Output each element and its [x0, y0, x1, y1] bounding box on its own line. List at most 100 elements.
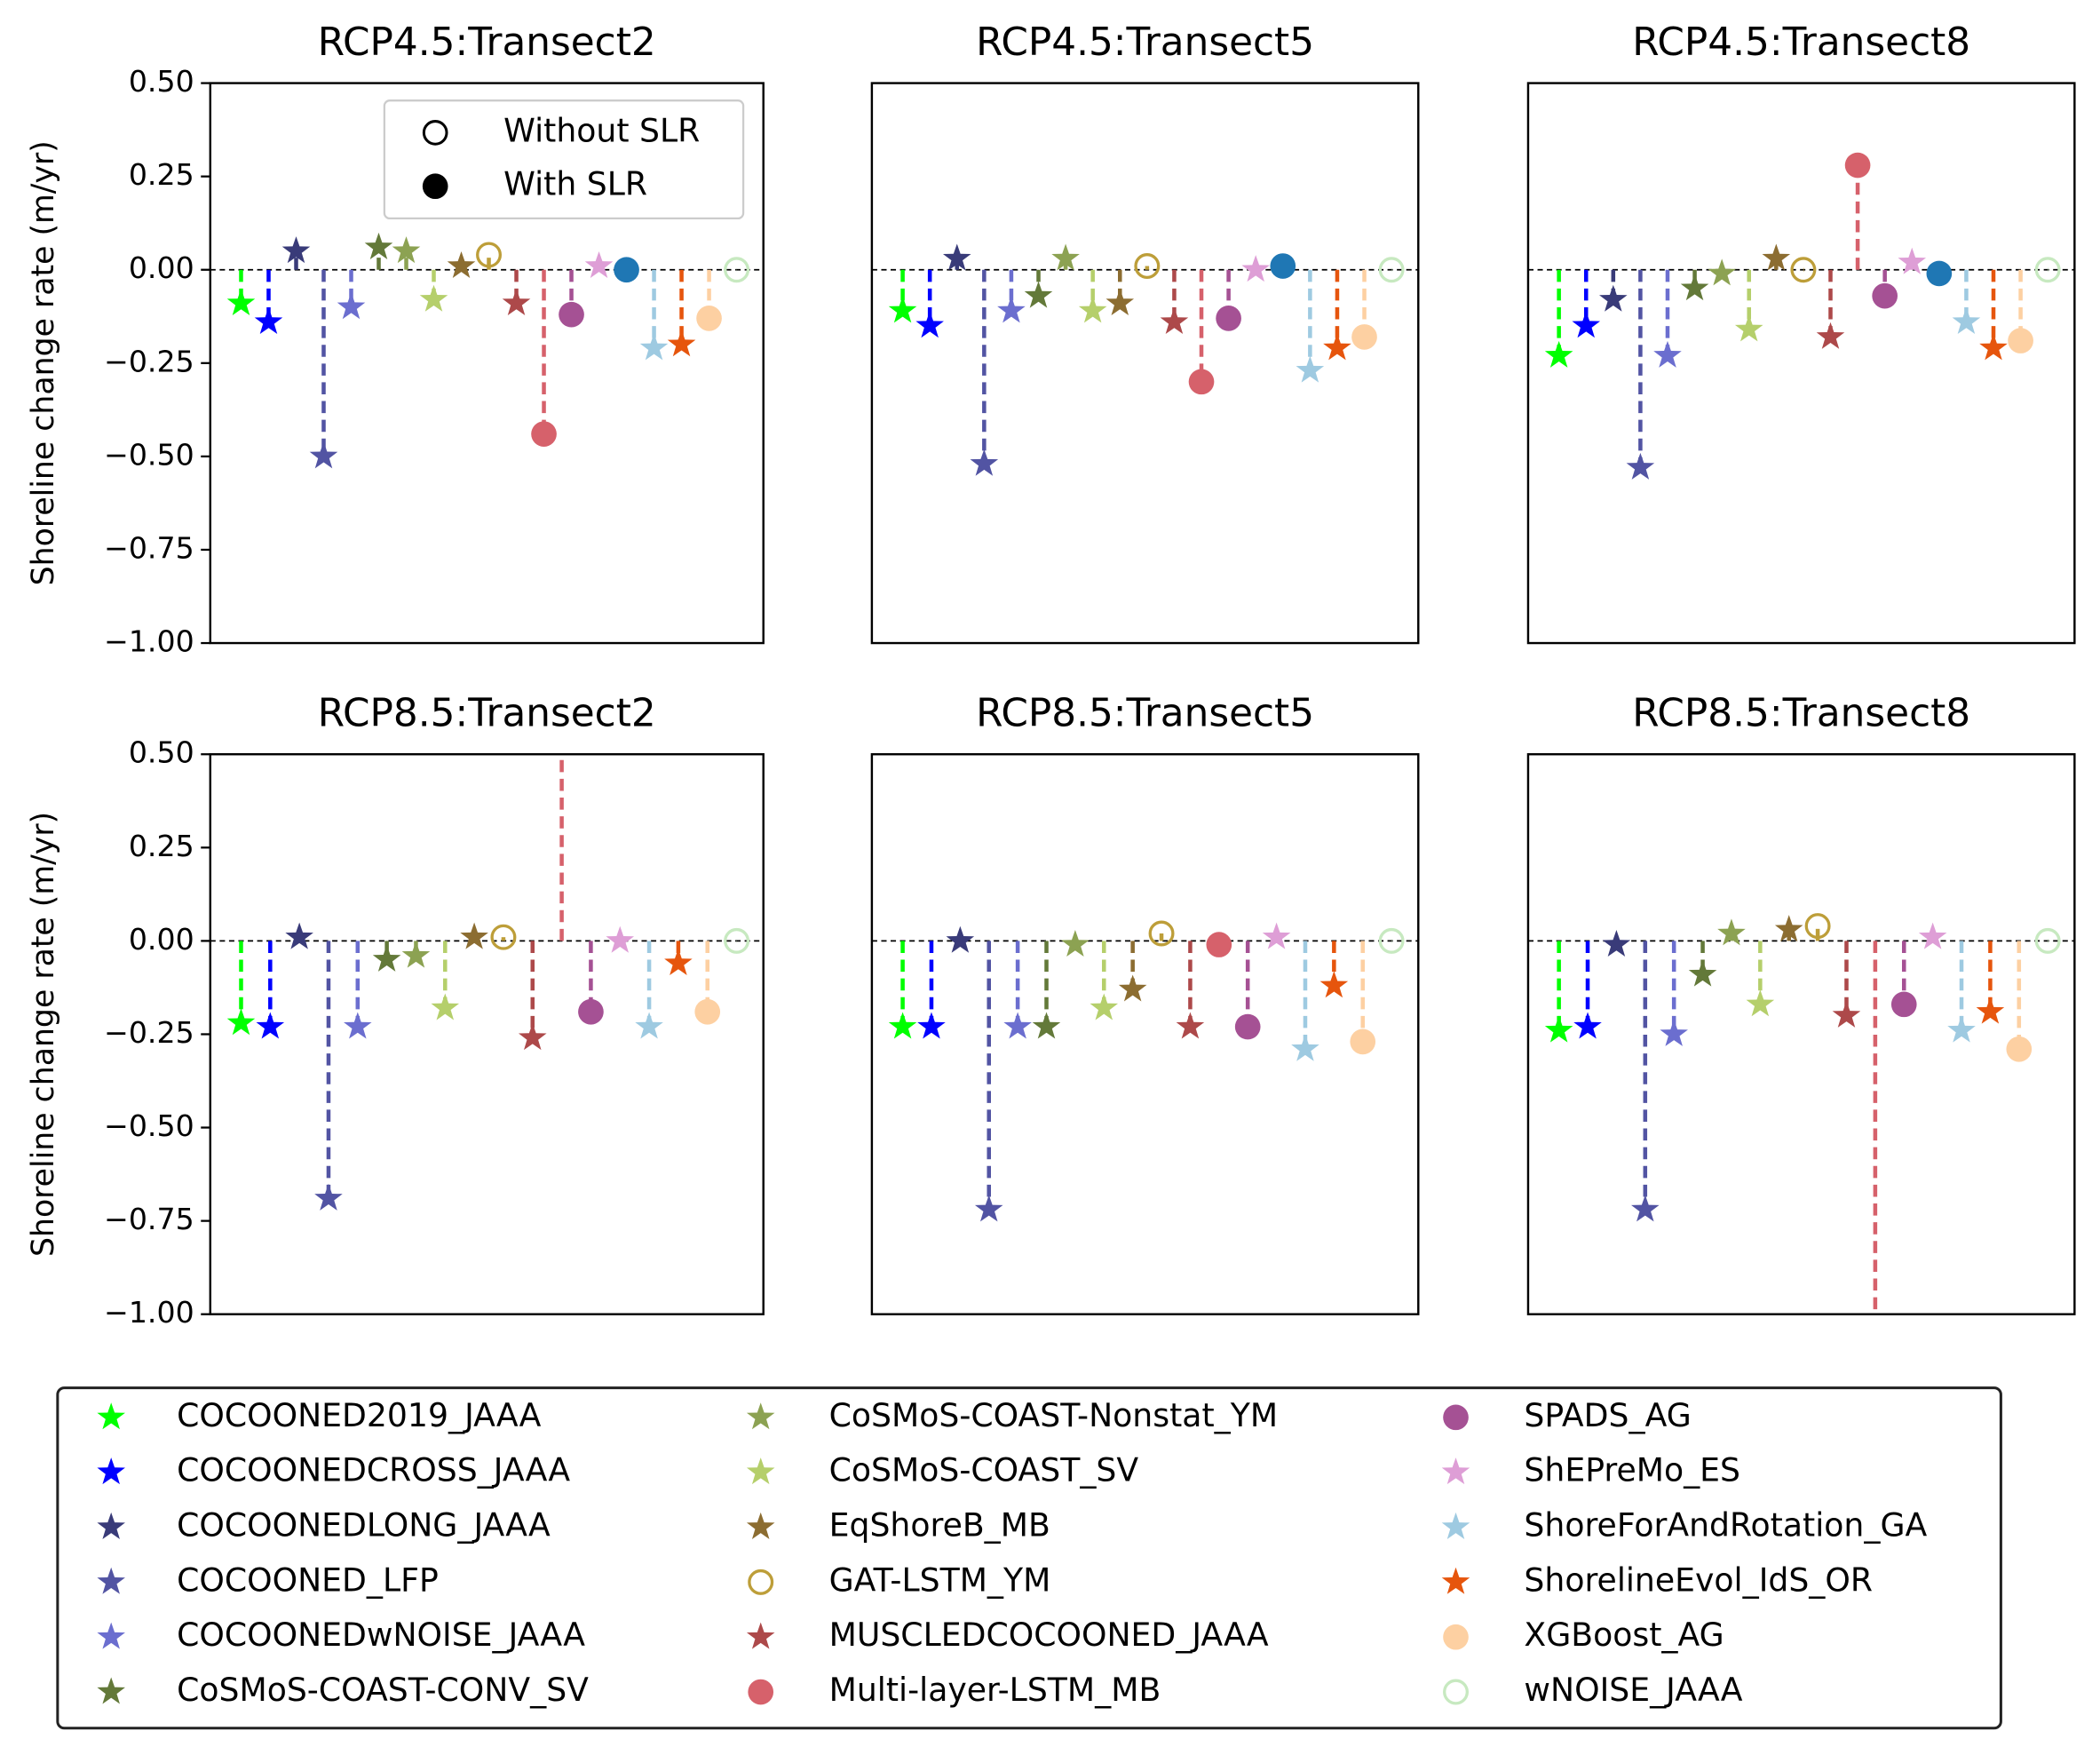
legend-marker [97, 1567, 125, 1594]
data-point [1134, 253, 1161, 280]
y-tick-label: 0.25 [129, 157, 194, 192]
data-point [1544, 340, 1573, 368]
plot-area [210, 754, 764, 1211]
data-point [1762, 243, 1791, 271]
data-point [1816, 322, 1845, 349]
y-tick-label: −1.00 [104, 624, 194, 659]
legend-label: XGBoost_AG [1524, 1616, 1724, 1654]
legend-marker [1443, 1404, 1469, 1431]
data-point [1688, 959, 1717, 987]
data-point [1160, 306, 1189, 335]
data-point [1148, 920, 1175, 947]
data-point [915, 311, 944, 338]
data-point [1061, 930, 1090, 957]
panel-frame [1526, 753, 2076, 1315]
data-point [724, 927, 750, 954]
y-tick-label: −0.50 [104, 437, 194, 472]
data-point [1918, 922, 1947, 949]
data-point [337, 292, 366, 320]
legend-marker [746, 1512, 775, 1539]
panel-frame [870, 82, 1420, 645]
data-point [1774, 915, 1803, 942]
y-axis-label: Shoreline change rate (m/yr) [26, 812, 61, 1257]
legend-marker [97, 1677, 125, 1704]
legend-label: CoSMoS-COAST_SV [829, 1451, 1139, 1489]
data-point [2008, 328, 2033, 353]
data-point [502, 288, 531, 315]
y-tick-label: 0.50 [129, 735, 194, 770]
slr-legend-label: Without SLR [503, 111, 700, 149]
data-point [1680, 274, 1709, 301]
y-tick-label: 0.25 [129, 829, 194, 863]
data-point [888, 1012, 917, 1039]
panel-frame [209, 753, 765, 1315]
legend-marker [746, 1402, 775, 1430]
data-point [1708, 258, 1736, 286]
data-point [254, 306, 283, 335]
legend-box [56, 1386, 2002, 1730]
data-point [639, 333, 669, 361]
data-point [392, 236, 421, 264]
data-point [1653, 340, 1682, 368]
panel-title: RCP8.5:Transect5 [976, 690, 1314, 735]
legend-label: COCOONEDwNOISE_JAAA [177, 1616, 585, 1654]
legend-marker [748, 1679, 774, 1705]
data-point [1291, 1034, 1319, 1061]
slr-legend-box [383, 99, 745, 220]
data-point [1790, 257, 1817, 283]
data-point [531, 421, 557, 448]
legend-label: Multi-layer-LSTM_MB [829, 1671, 1161, 1709]
legend-marker [97, 1622, 125, 1649]
data-point [314, 1183, 343, 1211]
data-point [226, 288, 256, 315]
plot-area [210, 232, 764, 469]
data-point [1734, 314, 1763, 342]
y-tick-label: 0.50 [129, 64, 194, 99]
data-point [1118, 974, 1147, 1002]
y-tick-label: −1.00 [104, 1295, 194, 1330]
data-point [1262, 922, 1291, 949]
data-point [1544, 1015, 1573, 1043]
data-point [997, 296, 1026, 323]
data-point [1979, 333, 2008, 361]
legend-label: COCOONEDCROSS_JAAA [177, 1451, 570, 1489]
legend-label: MUSCLEDCOCOONED_JAAA [829, 1616, 1269, 1654]
data-point [1631, 1195, 1660, 1222]
legend-label: CoSMoS-COAST-Nonstat_YM [829, 1396, 1278, 1434]
data-point [1323, 333, 1351, 361]
legend-marker [1441, 1457, 1470, 1485]
data-point [1024, 281, 1053, 308]
data-point [578, 998, 604, 1025]
y-tick-label: −0.75 [104, 1202, 194, 1236]
legend-marker [748, 1568, 774, 1595]
data-point [372, 944, 401, 972]
data-point [614, 257, 639, 283]
panel-title: RCP4.5:Transect5 [976, 20, 1314, 65]
data-point [1599, 284, 1628, 312]
data-point [2034, 257, 2061, 283]
legend-label: ShorelineEvol_IdS_OR [1524, 1560, 1873, 1599]
legend-label: GAT-LSTM_YM [829, 1560, 1051, 1599]
data-point [1573, 1012, 1602, 1039]
slr-legend-marker [422, 120, 448, 146]
y-tick-label: −0.75 [104, 530, 194, 565]
legend-label: COCOONED2019_JAAA [177, 1396, 542, 1434]
data-point [285, 922, 313, 949]
data-point [281, 236, 311, 264]
data-point [1626, 452, 1655, 480]
slr-legend-label: With SLR [503, 165, 647, 203]
data-point [1090, 993, 1119, 1020]
y-tick-label: −0.25 [104, 1015, 194, 1050]
data-point [1952, 306, 1981, 335]
legend-marker [1443, 1679, 1469, 1705]
data-point [1270, 253, 1296, 279]
data-point [1319, 971, 1349, 998]
data-point [888, 296, 917, 323]
legend-marker [97, 1457, 125, 1485]
plot-area [1527, 913, 2075, 1314]
data-point [431, 993, 460, 1020]
legend-label: COCOONEDLONG_JAAA [177, 1506, 551, 1545]
data-point [724, 257, 750, 283]
legend-marker [97, 1512, 125, 1539]
